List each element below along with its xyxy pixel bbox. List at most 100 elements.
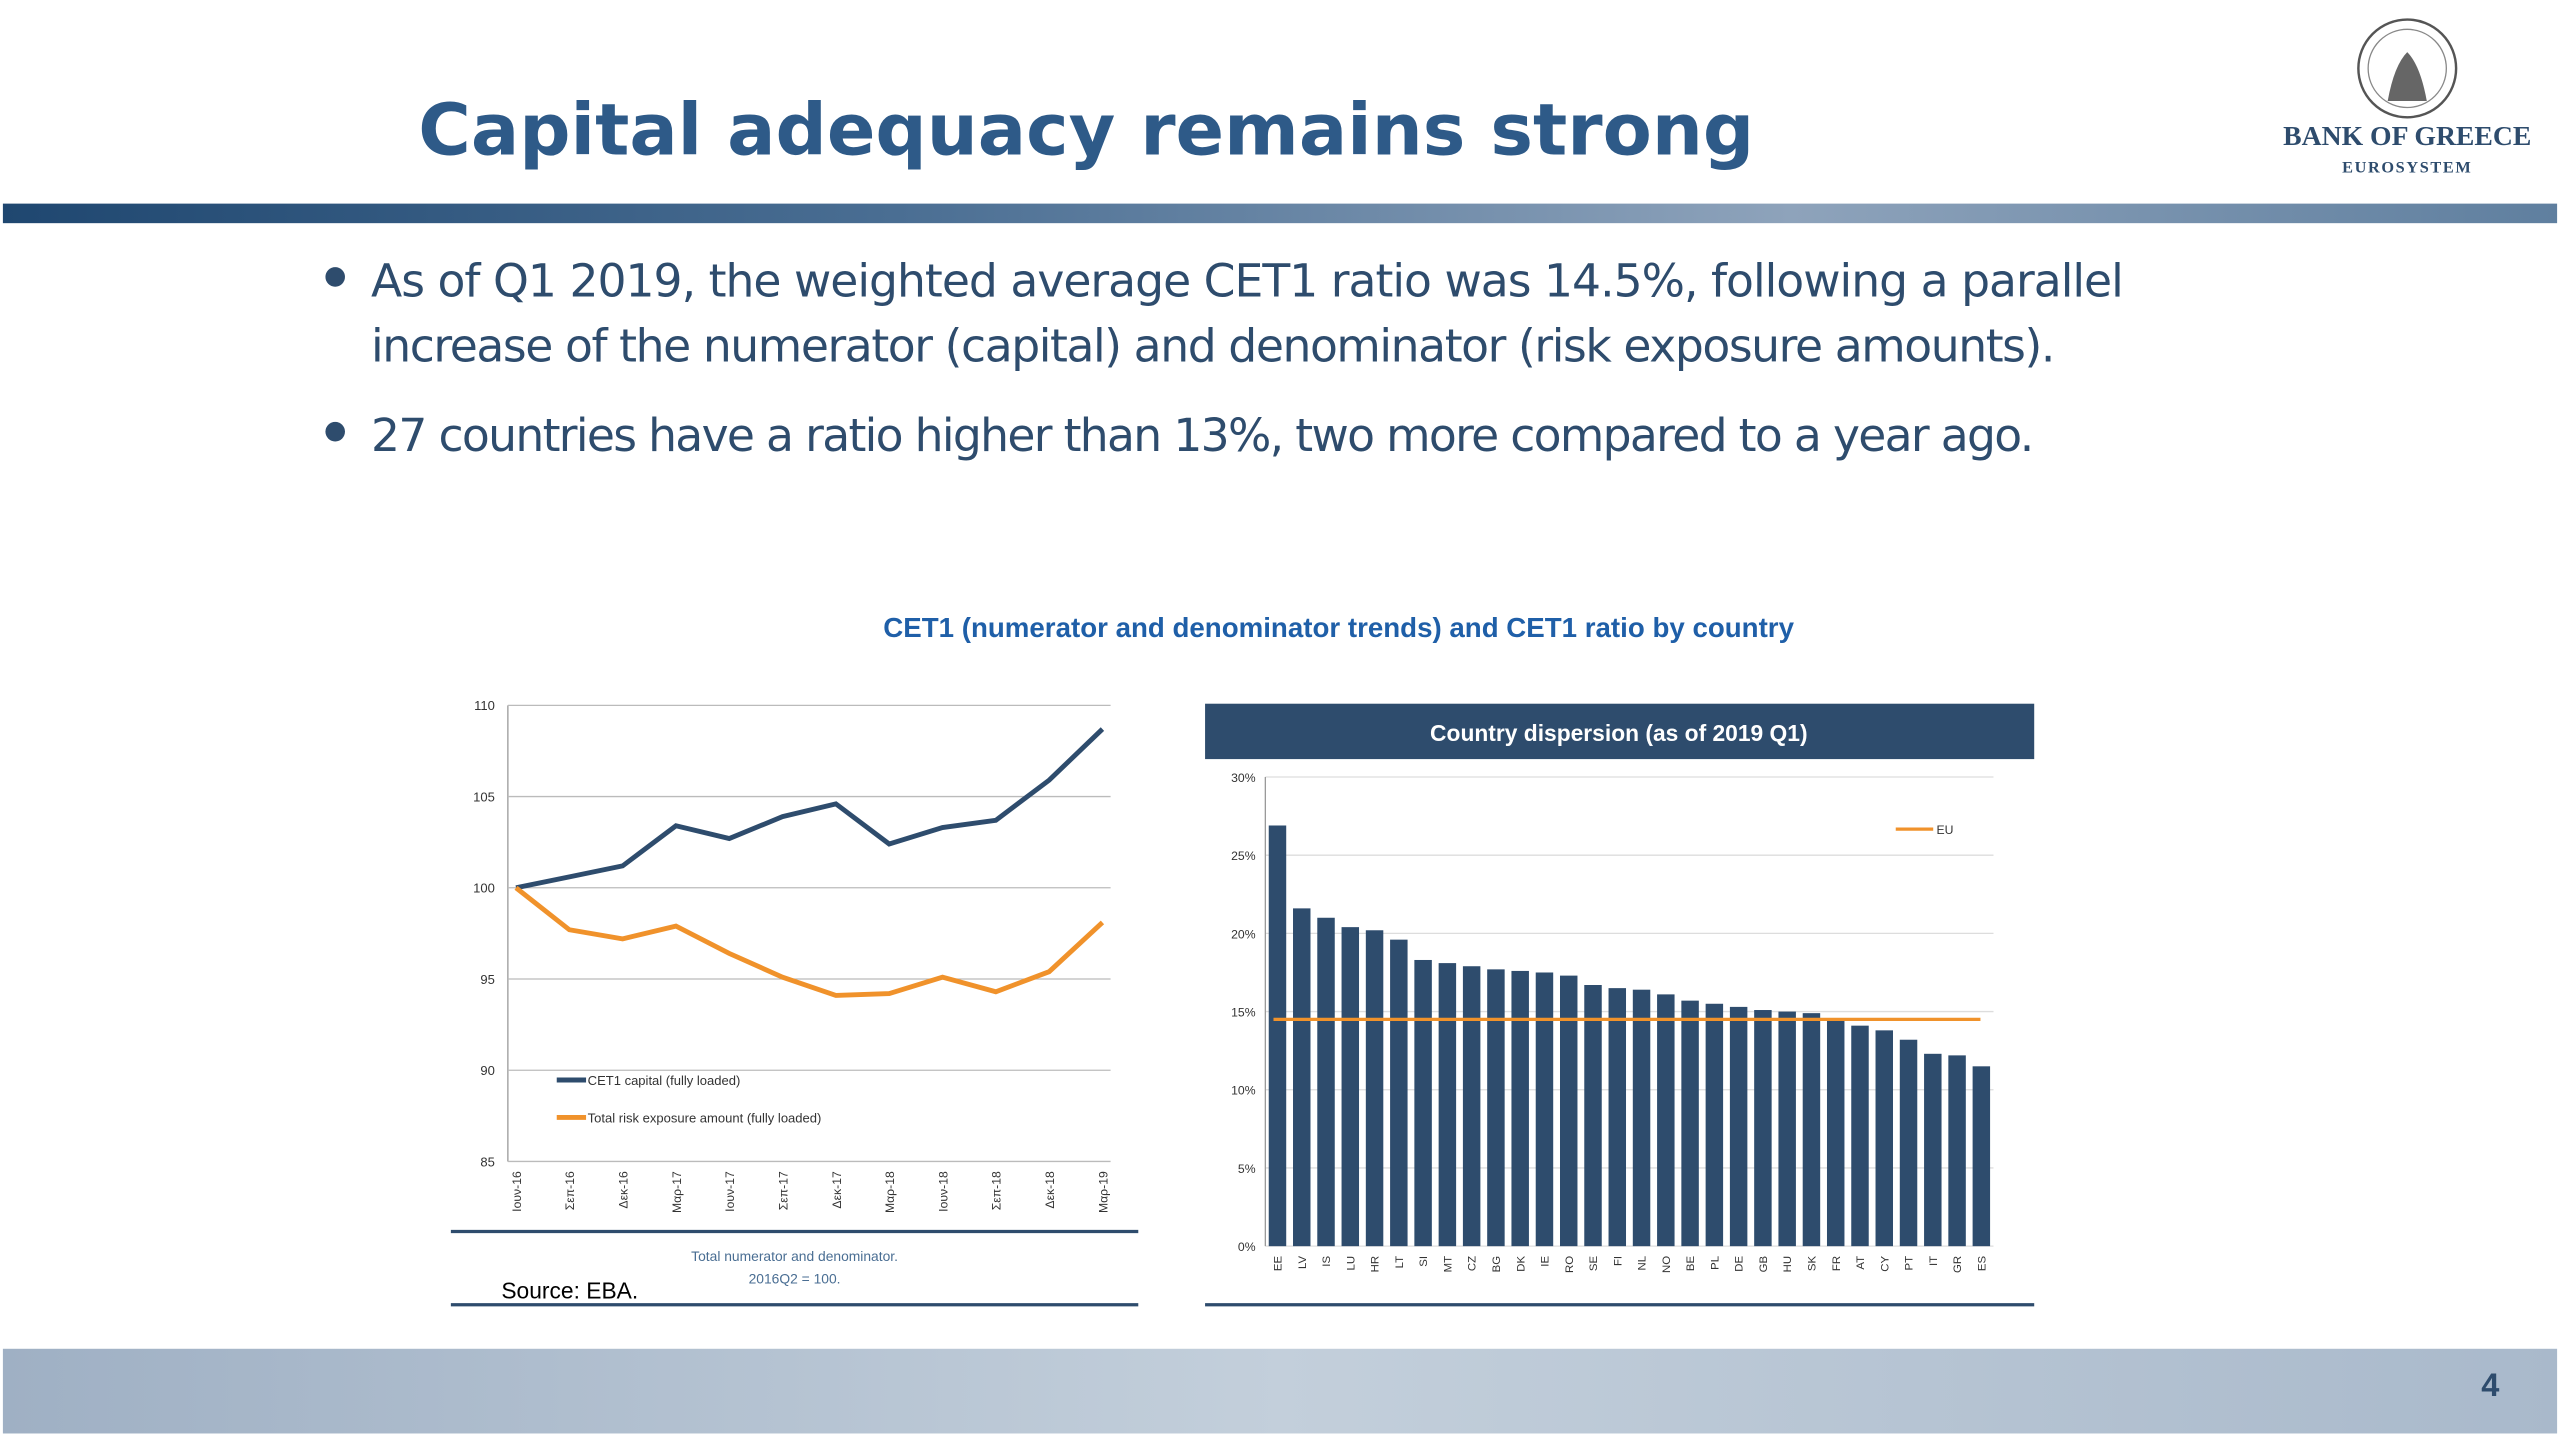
page-number: 4: [2481, 1367, 2499, 1403]
x-tick-label: SK: [1807, 1256, 1819, 1272]
bar: [1948, 1055, 1966, 1247]
logo-name: BANK OF GREECE: [2283, 120, 2531, 151]
x-tick-label: LV: [1297, 1256, 1309, 1269]
x-tick-label: Δεκ-18: [1043, 1171, 1057, 1209]
logo: BANK OF GREECE EUROSYSTEM: [2283, 18, 2531, 177]
bar: [1778, 1011, 1796, 1247]
bar: [1705, 1003, 1724, 1247]
emblem-figure: [2387, 52, 2427, 101]
emblem: [2357, 18, 2458, 119]
x-tick-label: HU: [1782, 1256, 1794, 1272]
bar: [1365, 930, 1384, 1247]
bar: [1681, 1000, 1699, 1247]
x-tick-label: EE: [1273, 1256, 1285, 1272]
data-line: [514, 885, 1105, 998]
bar: [1438, 963, 1457, 1247]
bar: [1924, 1053, 1942, 1247]
legend-label: Total risk exposure amount (fully loaded…: [588, 1110, 822, 1125]
x-tick-label: Σεπ-18: [990, 1171, 1004, 1210]
chart-caption: 2016Q2 = 100.: [749, 1271, 841, 1287]
bar: [1632, 989, 1651, 1247]
x-tick-label: CZ: [1467, 1256, 1479, 1271]
bar: [1657, 994, 1675, 1247]
bar: [1414, 959, 1432, 1247]
x-tick-label: IS: [1321, 1256, 1333, 1267]
x-tick-label: GB: [1758, 1256, 1770, 1272]
y-tick-label: 90: [480, 1063, 494, 1078]
x-tick-label: NL: [1637, 1256, 1649, 1271]
x-tick-label: Σεπ-16: [563, 1171, 577, 1210]
bullet-text: 27 countries have a ratio higher than 13…: [371, 409, 2034, 462]
x-tick-label: BE: [1685, 1256, 1697, 1272]
bar: [1729, 1006, 1748, 1247]
bar: [1317, 917, 1335, 1247]
bar: [1559, 975, 1578, 1247]
y-tick-label: 10%: [1231, 1084, 1256, 1098]
x-tick-label: MT: [1442, 1256, 1454, 1272]
x-tick-label: Μαρ-19: [1096, 1171, 1110, 1213]
source: Source: EBA.: [501, 1277, 638, 1303]
bar: [1535, 972, 1554, 1247]
chart-title-box: [1205, 703, 2035, 760]
x-tick-label: GR: [1952, 1256, 1964, 1273]
bar: [1487, 969, 1505, 1247]
x-tick-label: SE: [1588, 1256, 1600, 1272]
x-tick-label: Δεκ-16: [617, 1171, 631, 1209]
bar: [1390, 939, 1408, 1247]
x-tick-label: LU: [1345, 1256, 1357, 1271]
legend-label: EU: [1936, 823, 1953, 837]
x-tick-label: Σεπ-17: [776, 1171, 790, 1210]
bar: [1851, 1025, 1869, 1247]
y-tick-label: 110: [474, 698, 495, 713]
y-tick-label: 15%: [1231, 1005, 1256, 1019]
x-tick-label: PL: [1709, 1256, 1721, 1270]
y-tick-label: 95: [480, 972, 494, 987]
bar: [1511, 970, 1529, 1247]
y-tick-label: 5%: [1238, 1162, 1256, 1176]
chart-title: Country dispersion (as of 2019 Q1): [1430, 720, 1808, 746]
x-tick-label: Δεκ-17: [830, 1171, 844, 1209]
logo-subname: EUROSYSTEM: [2342, 158, 2472, 177]
x-tick-label: NO: [1661, 1256, 1673, 1273]
x-tick-label: DK: [1515, 1256, 1527, 1272]
bar: [1826, 1019, 1845, 1247]
x-tick-label: CY: [1879, 1256, 1891, 1272]
header-band: [2, 203, 2558, 224]
bar: [1584, 984, 1602, 1247]
x-tick-label: Μαρ-17: [670, 1171, 684, 1213]
y-tick-label: 105: [473, 789, 495, 804]
x-tick-label: PT: [1904, 1256, 1916, 1271]
x-tick-label: Ιουν-17: [723, 1171, 737, 1212]
x-tick-label: SI: [1418, 1256, 1430, 1267]
x-tick-label: DE: [1734, 1256, 1746, 1272]
charts-heading: CET1 (numerator and denominator trends) …: [883, 612, 1794, 643]
y-tick-label: 20%: [1231, 927, 1256, 941]
x-tick-label: FR: [1831, 1256, 1843, 1271]
x-tick-label: ES: [1976, 1256, 1988, 1272]
bar: [1899, 1039, 1918, 1247]
x-tick-label: Ιουν-18: [936, 1171, 950, 1212]
x-tick-label: IE: [1540, 1256, 1552, 1267]
bar: [1293, 908, 1311, 1247]
y-tick-label: 25%: [1231, 849, 1256, 863]
bullet-text: As of Q1 2019, the weighted average CET1…: [371, 254, 2124, 307]
bar: [1608, 988, 1627, 1247]
bar: [1875, 1030, 1894, 1247]
bullet-dot: [325, 267, 345, 287]
y-tick-label: 30%: [1231, 771, 1256, 785]
slide-title: Capital adequacy remains strong: [418, 88, 1754, 172]
footer-band: [2, 1348, 2558, 1434]
y-tick-label: 0%: [1238, 1240, 1256, 1254]
bar: [1754, 1010, 1772, 1247]
bar: [1462, 966, 1481, 1247]
x-tick-label: BG: [1491, 1256, 1503, 1273]
bar: [1341, 927, 1360, 1247]
emblem-inner: [2367, 28, 2447, 109]
data-line: [515, 727, 1105, 891]
x-tick-label: LT: [1394, 1256, 1406, 1268]
x-tick-label: AT: [1855, 1256, 1867, 1270]
x-tick-label: IT: [1928, 1256, 1940, 1266]
bar: [1972, 1066, 1991, 1247]
bar: [1268, 825, 1287, 1247]
